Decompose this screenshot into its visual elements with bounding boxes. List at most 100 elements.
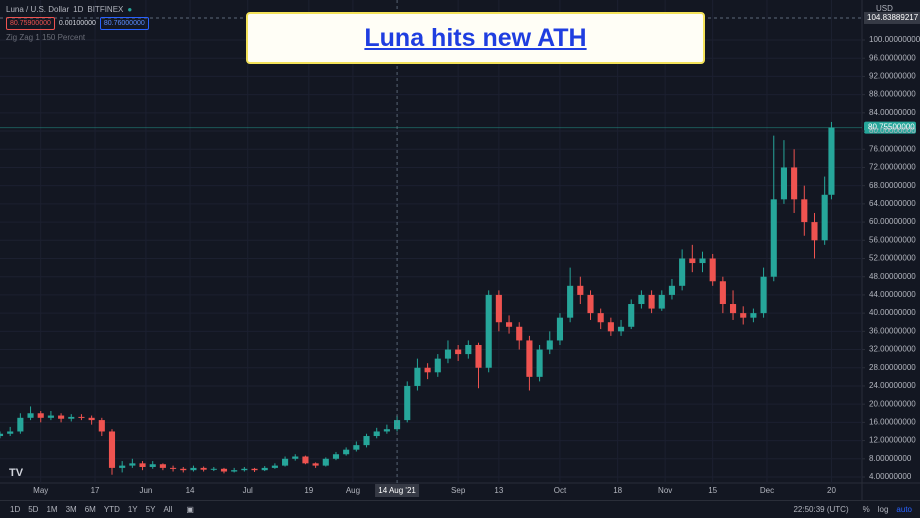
candle-body bbox=[108, 431, 116, 468]
candle-body bbox=[434, 358, 441, 373]
y-tick-label: 40.00000000 bbox=[869, 308, 916, 317]
last-price-badge bbox=[864, 121, 916, 134]
x-tick-label: Dec bbox=[760, 486, 774, 495]
axes: 4.00000000 8.00000000 12.00000000 16.000000… bbox=[33, 35, 920, 495]
symbol-row: Luna / U.S. Dollar 1D BITFINEX ● bbox=[6, 4, 149, 15]
candle-body bbox=[465, 344, 472, 355]
banner-title[interactable]: Luna hits new ATH bbox=[364, 23, 587, 52]
x-tick-label: Jun bbox=[139, 486, 152, 495]
candle-body bbox=[7, 431, 14, 434]
candle-body bbox=[414, 367, 421, 386]
candle-body bbox=[190, 467, 197, 471]
y-tick-label: 96.00000000 bbox=[869, 53, 916, 62]
y-tick-label: 28.00000000 bbox=[869, 363, 916, 372]
date-range-icon[interactable]: ▣ bbox=[186, 505, 194, 514]
x-tick-label: Nov bbox=[658, 486, 672, 495]
x-tick-label: 15 bbox=[708, 486, 717, 495]
crosshair-y-badge bbox=[864, 11, 920, 24]
auto-toggle[interactable]: auto bbox=[896, 505, 912, 514]
x-tick-label: 17 bbox=[91, 486, 100, 495]
candle-body bbox=[159, 464, 166, 468]
candle-body bbox=[343, 449, 350, 455]
candle-body bbox=[373, 431, 380, 437]
y-tick-label: 8.00000000 bbox=[869, 454, 912, 463]
candle-body bbox=[220, 468, 228, 472]
spread: 0.00100000 bbox=[58, 20, 96, 27]
candle-body bbox=[770, 199, 777, 277]
y-tick-label: 64.00000000 bbox=[869, 199, 916, 208]
crosshair-x-label: 14 Aug '21 bbox=[378, 486, 416, 495]
range-button[interactable]: All bbox=[163, 505, 173, 514]
candle-body bbox=[363, 436, 370, 446]
range-button[interactable]: 6M bbox=[84, 505, 96, 514]
candle-body bbox=[17, 417, 24, 432]
candle-body bbox=[231, 470, 238, 472]
toolbar: 1D 5D 1M 3M 6M YTD 1Y 5Y All ▣ 22:50:39 (UTC) % … bbox=[0, 500, 920, 518]
candle-body bbox=[394, 420, 401, 430]
range-button[interactable]: 5Y bbox=[145, 505, 156, 514]
candle-body bbox=[37, 413, 44, 418]
candle-body bbox=[88, 417, 95, 421]
range-button[interactable]: 1Y bbox=[127, 505, 138, 514]
candle-body bbox=[526, 340, 533, 377]
x-tick-label: 20 bbox=[827, 486, 836, 495]
y-tick-label: 44.00000000 bbox=[869, 290, 916, 299]
y-tick-label: 16.00000000 bbox=[869, 417, 916, 426]
candle-body bbox=[210, 468, 217, 470]
candle-body bbox=[516, 326, 523, 341]
candle-body bbox=[180, 468, 187, 471]
range-button[interactable]: 1M bbox=[46, 505, 58, 514]
candle-body bbox=[78, 416, 85, 418]
candle-body bbox=[424, 367, 431, 373]
candle-body bbox=[282, 458, 289, 466]
candle-body bbox=[617, 326, 625, 332]
y-tick-label: 84.00000000 bbox=[869, 108, 916, 117]
candle-body bbox=[68, 416, 75, 419]
range-button[interactable]: 3M bbox=[65, 505, 77, 514]
candle-body bbox=[47, 415, 54, 418]
y-tick-label: 4.00000000 bbox=[869, 472, 912, 481]
candle-body bbox=[658, 294, 665, 309]
y-tick-label: 52.00000000 bbox=[869, 254, 916, 263]
x-tick-label: 13 bbox=[494, 486, 503, 495]
candle-body bbox=[801, 199, 808, 223]
candle-body bbox=[332, 454, 340, 459]
candle-body bbox=[556, 317, 564, 341]
log-toggle[interactable]: log bbox=[877, 505, 889, 514]
candle-body bbox=[383, 429, 390, 432]
exchange: BITFINEX bbox=[87, 5, 124, 14]
x-tick-label: Sep bbox=[451, 486, 466, 495]
range-button[interactable]: 1D bbox=[10, 505, 21, 514]
candle-body bbox=[699, 258, 706, 264]
crosshair-y-label: 104.83889217 bbox=[867, 13, 919, 22]
candle-body bbox=[709, 258, 716, 282]
x-tick-label: Oct bbox=[554, 486, 567, 495]
range-button[interactable]: 5D bbox=[28, 505, 39, 514]
candle-body bbox=[760, 276, 767, 314]
x-tick-label: 19 bbox=[304, 486, 313, 495]
candle-body bbox=[0, 433, 4, 437]
range-buttons: 1D 5D 1M 3M 6M YTD 1Y 5Y All bbox=[10, 505, 172, 514]
candle-body bbox=[404, 385, 411, 421]
candle-body bbox=[587, 294, 594, 314]
x-tick-label: 14 bbox=[186, 486, 195, 495]
y-tick-label: 60.00000000 bbox=[869, 217, 916, 226]
y-tick-label: 92.00000000 bbox=[869, 72, 916, 81]
y-tick-label: 48.00000000 bbox=[869, 272, 916, 281]
candle-body bbox=[119, 465, 126, 468]
candle-body bbox=[322, 458, 329, 466]
candle-body bbox=[668, 285, 676, 295]
candle-body bbox=[750, 313, 757, 318]
percent-toggle[interactable]: % bbox=[862, 505, 870, 514]
candle-body bbox=[567, 285, 574, 318]
indicator[interactable]: Zig Zag 1 150 Percent bbox=[6, 33, 86, 42]
indicator-row: Zig Zag 1 150 Percent bbox=[6, 32, 149, 43]
candle-body bbox=[679, 258, 686, 286]
range-button[interactable]: YTD bbox=[103, 505, 120, 514]
candle-body bbox=[139, 463, 146, 467]
x-tick-label: Jul bbox=[243, 486, 253, 495]
ask[interactable]: 80.76000000 bbox=[99, 17, 149, 30]
candle-body bbox=[444, 349, 452, 359]
bid[interactable]: 80.75900000 bbox=[6, 17, 55, 30]
